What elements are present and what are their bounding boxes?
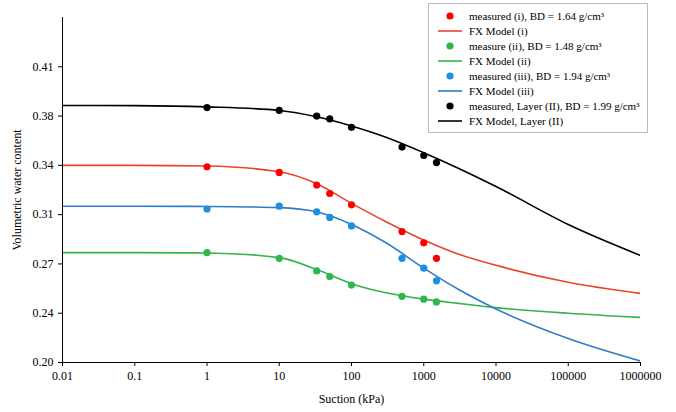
html-text:measured (iii), BD = 1.94 g/cm: measured (iii), BD = 1.94 g/cm³ <box>469 69 611 82</box>
svg-text:Volumetric water content: Volumetric water content <box>10 129 24 251</box>
svg-text:1000000: 1000000 <box>620 369 662 383</box>
svg-text:1000: 1000 <box>412 369 436 383</box>
svg-text:Suction (kPa): Suction (kPa) <box>319 392 385 406</box>
svg-text:100000: 100000 <box>550 369 586 383</box>
svg-text:0.1: 0.1 <box>127 369 142 383</box>
html-text:measured (i), BD = 1.64 g/cm³: measured (i), BD = 1.64 g/cm³ <box>469 9 605 22</box>
html-text:measure (ii), BD = 1.48 g/cm³: measure (ii), BD = 1.48 g/cm³ <box>469 39 602 52</box>
svg-text:10: 10 <box>273 369 285 383</box>
html-text:FX Model, Layer (II): FX Model, Layer (II) <box>469 114 564 127</box>
html-text:FX Model (i): FX Model (i) <box>469 24 528 37</box>
svg-text:0.41: 0.41 <box>33 60 54 74</box>
svg-text:0.31: 0.31 <box>33 207 54 221</box>
svg-text:0.24: 0.24 <box>33 306 54 320</box>
svg-text:0.01: 0.01 <box>52 369 73 383</box>
svg-text:0.27: 0.27 <box>33 257 54 271</box>
svg-text:0.38: 0.38 <box>33 109 54 123</box>
svg-text:1: 1 <box>204 369 210 383</box>
html-text:measured, Layer (II), BD = 1.9: measured, Layer (II), BD = 1.99 g/cm³ <box>469 99 640 112</box>
svg-text:100: 100 <box>343 369 361 383</box>
html-text:FX Model (ii): FX Model (ii) <box>469 54 531 67</box>
svg-text:0.34: 0.34 <box>33 158 54 172</box>
html-text:FX Model (iii): FX Model (iii) <box>469 84 534 97</box>
svg-text:0.20: 0.20 <box>33 355 54 369</box>
svg-text:10000: 10000 <box>481 369 511 383</box>
